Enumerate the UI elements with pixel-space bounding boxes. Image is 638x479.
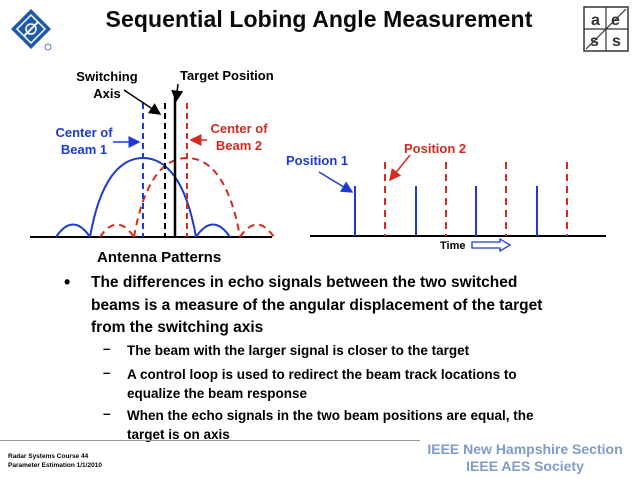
position1-label: Position 1 xyxy=(286,153,349,168)
sub-bullet-text: When the echo signals in the two beam po… xyxy=(127,408,534,442)
target-position-pointer xyxy=(171,83,184,103)
center-beam2-label: Center of Beam 2 xyxy=(210,121,268,153)
footer-organization: IEEE New Hampshire Section IEEE AES Soci… xyxy=(427,441,623,474)
sub-bullet-dash: – xyxy=(103,341,111,356)
position2-label: Position 2 xyxy=(404,141,467,156)
main-bullet-text: The differences in echo signals between … xyxy=(91,274,543,336)
sub-bullet-dash: – xyxy=(103,365,111,380)
ieee-logo xyxy=(8,6,54,52)
beam1-sidelobe-left xyxy=(55,223,91,238)
bullet-dot: • xyxy=(64,272,71,292)
position2-pointer xyxy=(389,154,411,182)
footer-course-info: Radar Systems Course 44 Parameter Estima… xyxy=(8,453,102,469)
sub-bullet-text: A control loop is used to redirect the b… xyxy=(127,367,517,401)
beam2-sidelobe-left xyxy=(99,223,135,238)
aes-letter: s xyxy=(612,33,621,50)
aes-letter: s xyxy=(590,33,599,50)
aes-letter: a xyxy=(591,12,600,29)
position1-pointer xyxy=(318,171,354,193)
target-position-label: Target Position xyxy=(180,68,274,83)
switching-axis-pointer xyxy=(123,89,162,115)
page-title: Sequential Lobing Angle Measurement xyxy=(105,6,533,32)
center-beam1-label: Center of Beam 1 xyxy=(55,125,113,157)
aes-logo: a e s s xyxy=(583,6,629,52)
aes-letter: e xyxy=(611,12,620,29)
antenna-patterns-label: Antenna Patterns xyxy=(97,249,222,266)
sub-bullet-text: The beam with the larger signal is close… xyxy=(127,343,470,358)
time-arrow-icon xyxy=(471,237,512,253)
beam2-sidelobe-right xyxy=(239,223,275,238)
beam1-sidelobe-right xyxy=(195,223,231,238)
sequential-lobing-diagram xyxy=(30,83,606,253)
footer-divider xyxy=(0,440,420,441)
sub-bullet-dash: – xyxy=(103,406,111,421)
switching-axis-label: Switching Axis xyxy=(76,69,138,101)
time-label: Time xyxy=(440,240,466,252)
